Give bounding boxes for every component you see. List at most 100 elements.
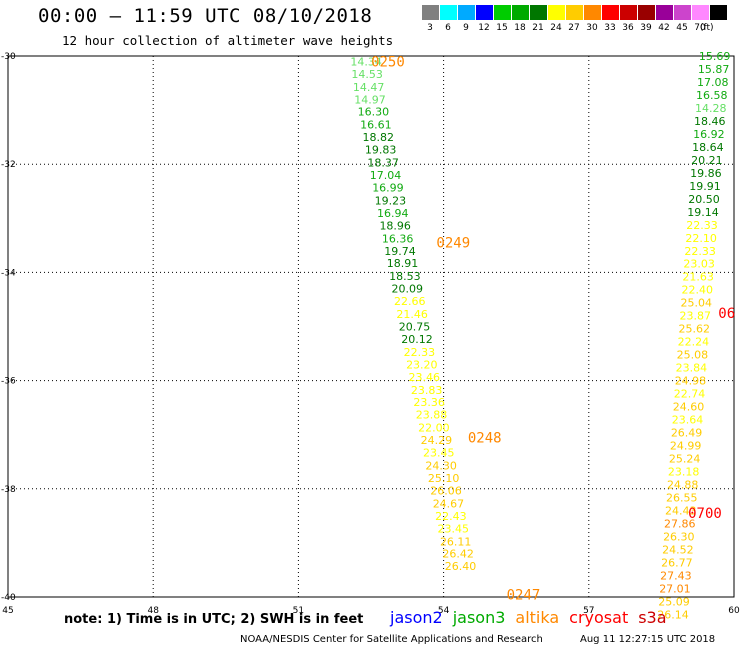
wave-height-label: 20.75 xyxy=(399,321,431,334)
wave-height-label: 18.64 xyxy=(692,141,724,154)
wave-height-label: 26.11 xyxy=(440,535,472,548)
wave-height-label: 26.77 xyxy=(661,556,693,569)
note-text: note: 1) Time is in UTC; 2) SWH is in fe… xyxy=(64,612,364,627)
wave-height-label: 20.09 xyxy=(392,283,424,296)
wave-height-label: 19.74 xyxy=(384,245,416,258)
wave-height-label: 26.42 xyxy=(442,548,474,561)
colorbar-label: 12 xyxy=(478,23,490,33)
wave-height-label: 16.58 xyxy=(696,89,728,102)
wave-height-label: 22.33 xyxy=(684,245,716,258)
x-tick-label: 45 xyxy=(2,606,13,616)
y-tick-label: -36 xyxy=(1,377,16,387)
wave-height-label: 19.86 xyxy=(690,167,722,180)
wave-height-label: 17.04 xyxy=(370,169,402,182)
colorbar-label: 42 xyxy=(658,23,670,33)
wave-height-label: 24.60 xyxy=(673,401,705,414)
y-tick-label: -30 xyxy=(1,52,16,62)
wave-height-label: 26.06 xyxy=(430,484,462,497)
x-tick-label: 54 xyxy=(438,606,450,616)
wave-height-label: 19.23 xyxy=(375,194,407,207)
colorbar-swatch xyxy=(530,5,547,20)
wave-height-label: 24.88 xyxy=(667,478,699,491)
wave-height-label: 18.82 xyxy=(363,131,395,144)
colorbar-label: 6 xyxy=(445,23,451,33)
wave-height-label: 23.84 xyxy=(676,362,708,375)
legend-item-jason2: jason2 xyxy=(390,608,443,627)
wave-height-label: 23.36 xyxy=(413,396,445,409)
y-tick-label: -34 xyxy=(1,268,16,278)
wave-height-label: 15.69 xyxy=(699,50,731,63)
y-tick-label: -38 xyxy=(1,485,16,495)
wave-height-label: 19.14 xyxy=(687,206,719,219)
colorbar-swatch xyxy=(620,5,637,20)
wave-height-label: 19.91 xyxy=(689,180,721,193)
plot-frame xyxy=(7,55,735,598)
wave-height-label: 25.62 xyxy=(679,323,711,336)
wave-height-label: 25.09 xyxy=(658,595,690,608)
wave-height-label: 20.21 xyxy=(691,154,723,167)
wave-height-label: 18.37 xyxy=(367,157,399,170)
x-tick-label: 57 xyxy=(583,606,594,616)
wave-height-label: 26.49 xyxy=(671,427,703,440)
wave-height-label: 26.55 xyxy=(666,491,698,504)
pass-time-label: 06 xyxy=(718,306,735,322)
colorbar-label: 3 xyxy=(427,23,433,33)
wave-height-label: 19.83 xyxy=(365,144,397,157)
colorbar-swatch xyxy=(422,5,439,20)
legend-item-s3a: s3a xyxy=(638,608,667,627)
wave-height-label: 23.20 xyxy=(406,358,438,371)
chart-title: 00:00 – 11:59 UTC 08/10/2018 xyxy=(38,5,373,27)
wave-height-label: 23.88 xyxy=(416,409,448,422)
legend-item-altika: altika xyxy=(515,608,560,627)
pass-time-label: 0249 xyxy=(436,236,470,252)
wave-height-label: 16.36 xyxy=(382,232,414,245)
colorbar-label: 70 xyxy=(694,23,706,33)
colorbar-swatch xyxy=(638,5,655,20)
wave-height-label: 16.94 xyxy=(377,207,409,220)
wave-height-label: 14.28 xyxy=(695,102,727,115)
wave-height-label: 23.64 xyxy=(672,414,704,427)
colorbar-swatch xyxy=(548,5,565,20)
wave-height-label: 25.04 xyxy=(680,297,712,310)
wave-height-label: 16.61 xyxy=(360,119,392,132)
colorbar-swatch xyxy=(458,5,475,20)
wave-height-label: 23.45 xyxy=(423,447,455,460)
wave-height-label: 22.00 xyxy=(418,422,450,435)
colorbar-label: 21 xyxy=(532,23,544,33)
wave-height-label: 18.96 xyxy=(379,219,411,232)
wave-height-label: 22.33 xyxy=(404,346,436,359)
wave-height-label: 22.66 xyxy=(394,295,426,308)
colorbar-swatch xyxy=(584,5,601,20)
wave-height-label: 22.40 xyxy=(681,284,713,297)
wave-height-label: 25.10 xyxy=(428,472,460,485)
wave-height-label: 24.52 xyxy=(662,543,694,556)
colorbar-swatch xyxy=(656,5,673,20)
wave-height-label: 14.34 xyxy=(350,55,382,68)
wave-height-label: 20.12 xyxy=(401,333,433,346)
wave-height-label: 14.97 xyxy=(354,93,386,106)
legend-item-cryosat: cryosat xyxy=(569,608,629,627)
wave-height-label: 23.87 xyxy=(680,310,712,323)
wave-height-label: 22.10 xyxy=(685,232,717,245)
wave-height-label: 23.45 xyxy=(438,522,470,535)
colorbar-label: 45 xyxy=(676,23,688,33)
wave-height-label: 21.46 xyxy=(396,308,428,321)
colorbar-label: 24 xyxy=(550,23,562,33)
y-tick-label: -40 xyxy=(1,593,16,603)
wave-height-label: 18.91 xyxy=(387,257,419,270)
wave-height-label: 20.50 xyxy=(688,193,720,206)
colorbar-swatch xyxy=(512,5,529,20)
wave-height-label: 23.83 xyxy=(411,384,443,397)
wave-height-label: 14.53 xyxy=(351,68,383,81)
wave-height-label: 22.33 xyxy=(686,219,718,232)
wave-height-label: 24.29 xyxy=(421,434,453,447)
legend-item-jason3: jason3 xyxy=(452,608,506,627)
wave-height-label: 18.53 xyxy=(389,270,421,283)
colorbar-swatch xyxy=(692,5,709,20)
wave-height-label: 23.03 xyxy=(683,258,715,271)
pass-time-label: 0700 xyxy=(688,506,722,522)
pass-time-label: 0247 xyxy=(507,587,541,603)
wave-height-label: 18.46 xyxy=(694,115,726,128)
wave-height-label: 22.74 xyxy=(674,388,706,401)
